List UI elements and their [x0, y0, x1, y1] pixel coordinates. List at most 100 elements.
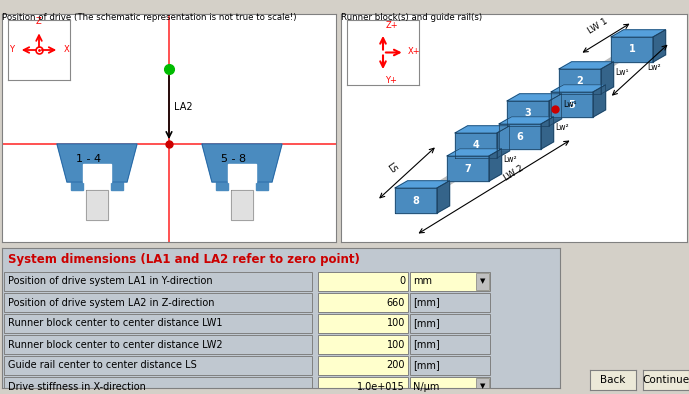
Bar [4, 272, 312, 291]
Polygon shape [111, 182, 123, 190]
Text: 4: 4 [473, 141, 480, 151]
Polygon shape [507, 94, 562, 101]
Polygon shape [437, 181, 450, 213]
Polygon shape [559, 62, 614, 69]
Polygon shape [611, 37, 653, 62]
Text: Runner block center to center distance LW2: Runner block center to center distance L… [8, 340, 223, 349]
Ellipse shape [426, 187, 433, 201]
Text: 100: 100 [387, 340, 405, 349]
Bar [318, 314, 408, 333]
Text: Position of drive (The schematic representation is not true to scale!): Position of drive (The schematic represe… [2, 13, 296, 22]
Polygon shape [216, 182, 228, 190]
Text: 1: 1 [628, 45, 635, 54]
Text: [mm]: [mm] [413, 297, 440, 307]
Text: ▼: ▼ [480, 383, 486, 390]
Text: ▼: ▼ [480, 279, 486, 284]
Ellipse shape [486, 132, 494, 146]
Text: 100: 100 [387, 318, 405, 329]
Bar [4, 314, 312, 333]
Text: X+: X+ [407, 47, 420, 56]
Ellipse shape [641, 36, 650, 50]
Text: Lw²: Lw² [648, 63, 661, 72]
Bar [318, 335, 408, 354]
Text: 2: 2 [577, 76, 584, 87]
Text: Y+: Y+ [385, 76, 397, 85]
Polygon shape [499, 117, 553, 124]
Polygon shape [526, 78, 582, 117]
Text: 8: 8 [413, 195, 420, 206]
Polygon shape [466, 133, 522, 172]
Text: [mm]: [mm] [413, 318, 440, 329]
Text: Y: Y [9, 45, 14, 54]
Text: Position of drive system LA1 in Y-direction: Position of drive system LA1 in Y-direct… [8, 277, 213, 286]
Text: Lw¹: Lw¹ [616, 68, 629, 77]
Text: LW 2: LW 2 [502, 164, 525, 183]
Polygon shape [414, 165, 470, 204]
Text: 5: 5 [568, 100, 575, 110]
Text: Z: Z [36, 17, 42, 26]
Text: [mm]: [mm] [413, 340, 440, 349]
Polygon shape [497, 126, 510, 158]
Polygon shape [499, 124, 541, 149]
Text: Drive stiffness in X-direction: Drive stiffness in X-direction [8, 381, 146, 392]
Bar [318, 272, 408, 291]
Polygon shape [71, 182, 83, 190]
Bar [318, 293, 408, 312]
Text: 7: 7 [464, 164, 471, 173]
Text: [mm]: [mm] [413, 361, 440, 370]
Polygon shape [202, 144, 282, 182]
Polygon shape [541, 117, 553, 149]
Bar [410, 272, 490, 291]
Text: LA2: LA2 [174, 102, 193, 112]
Text: Z+: Z+ [385, 21, 398, 30]
Bar [476, 273, 489, 290]
Text: Lw²: Lw² [504, 155, 517, 164]
Bar [410, 335, 490, 354]
Text: mm: mm [413, 277, 432, 286]
Bar [410, 356, 490, 375]
Text: LS: LS [384, 161, 398, 175]
Bar [318, 377, 408, 394]
Bar [4, 293, 312, 312]
Polygon shape [593, 85, 606, 117]
Bar [4, 335, 312, 354]
Polygon shape [551, 92, 593, 117]
Text: 1 - 4: 1 - 4 [76, 154, 101, 164]
Polygon shape [228, 164, 256, 182]
Polygon shape [489, 149, 502, 181]
Polygon shape [611, 30, 666, 37]
Text: X: X [64, 45, 70, 54]
Text: Lw²: Lw² [556, 123, 569, 132]
Text: System dimensions (LA1 and LA2 refer to zero point): System dimensions (LA1 and LA2 refer to … [8, 253, 360, 266]
Text: 0: 0 [399, 277, 405, 286]
Polygon shape [231, 190, 253, 220]
Text: 3: 3 [524, 108, 531, 119]
Polygon shape [578, 46, 634, 85]
Text: Position of drive system LA2 in Z-direction: Position of drive system LA2 in Z-direct… [8, 297, 214, 307]
Polygon shape [256, 182, 268, 190]
Polygon shape [551, 85, 606, 92]
Polygon shape [455, 126, 510, 133]
Polygon shape [549, 94, 562, 126]
Polygon shape [57, 144, 137, 182]
Bar [410, 293, 490, 312]
Bar [410, 314, 490, 333]
Polygon shape [507, 101, 549, 126]
Text: Runner block center to center distance LW1: Runner block center to center distance L… [8, 318, 223, 329]
Bar [4, 377, 312, 394]
Polygon shape [455, 133, 497, 158]
Polygon shape [559, 69, 601, 94]
Polygon shape [83, 164, 111, 182]
Text: Lw¹: Lw¹ [564, 100, 577, 109]
Text: LW 1: LW 1 [586, 17, 610, 36]
Text: 660: 660 [387, 297, 405, 307]
Text: 5 - 8: 5 - 8 [221, 154, 247, 164]
Bar [318, 356, 408, 375]
Polygon shape [653, 30, 666, 62]
Text: 200: 200 [387, 361, 405, 370]
Polygon shape [447, 156, 489, 181]
Bar [4, 356, 312, 375]
Text: 1.0e+015: 1.0e+015 [358, 381, 405, 392]
Polygon shape [518, 101, 574, 140]
Bar [476, 378, 489, 394]
